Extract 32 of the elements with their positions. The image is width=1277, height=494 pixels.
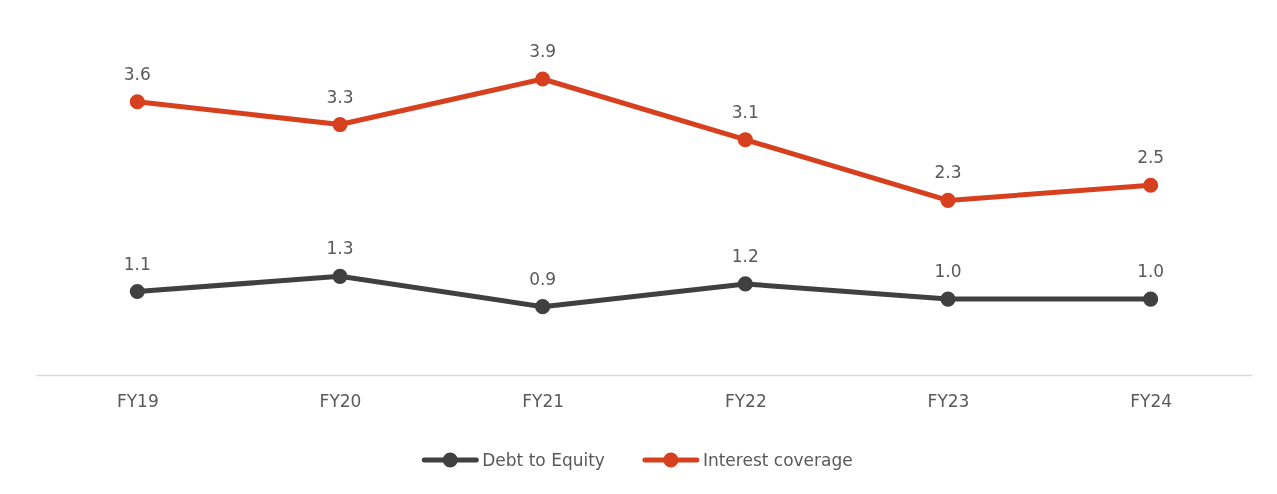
data-label: 3.6 — [123, 63, 151, 84]
data-label: 3.3 — [326, 86, 354, 107]
point — [129, 94, 145, 110]
data-label: 1.3 — [326, 238, 354, 259]
x-tick-label: FY19 — [116, 391, 159, 412]
x-tick-label: FY24 — [1130, 391, 1173, 412]
point — [535, 299, 551, 315]
point — [737, 276, 753, 292]
legend-label: Debt to Equity — [482, 450, 605, 470]
data-label: 3.1 — [731, 101, 759, 122]
point — [940, 291, 956, 307]
legend-label: Interest coverage — [702, 450, 853, 470]
data-label: 3.9 — [529, 41, 557, 61]
point — [940, 192, 956, 208]
data-label: 0.9 — [529, 268, 557, 289]
data-label: 2.3 — [934, 162, 962, 183]
point — [1143, 291, 1159, 307]
x-tick-label: FY22 — [724, 391, 767, 412]
point — [129, 283, 145, 300]
point — [737, 132, 753, 148]
point — [332, 268, 348, 284]
x-tick-label: FY23 — [927, 391, 970, 412]
data-label: 2.5 — [1137, 147, 1165, 168]
data-label: 1.0 — [934, 261, 962, 282]
point — [1143, 177, 1159, 193]
data-label: 1.2 — [731, 245, 759, 266]
data-label: 1.1 — [123, 253, 151, 274]
data-label: 1.0 — [1137, 261, 1165, 282]
x-tick-label: FY20 — [319, 391, 362, 412]
point — [535, 71, 551, 87]
point — [332, 116, 348, 133]
x-tick-label: FY21 — [522, 391, 565, 412]
